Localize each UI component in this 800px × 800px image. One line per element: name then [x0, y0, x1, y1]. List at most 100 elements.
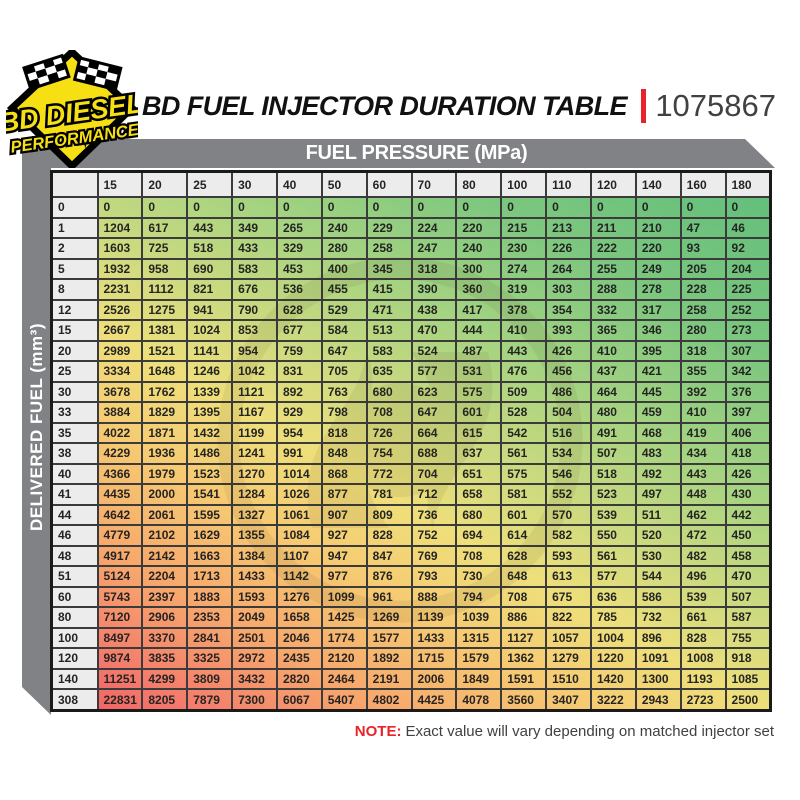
table-row: 40 4366 1979 1523 1270 1014 868 772 704 651 575 546…: [50, 462, 772, 485]
table-cell: 1024: [186, 319, 234, 342]
table-cell: 415: [365, 278, 413, 301]
table-cell: 570: [545, 503, 592, 526]
table-cell: 46: [724, 216, 772, 239]
table-cell: 828: [679, 626, 727, 649]
column-header: 110: [545, 170, 592, 198]
table-cell: 0: [320, 196, 368, 219]
table-cell: 443: [500, 339, 548, 362]
table-cell: 5743: [96, 585, 144, 608]
table-cell: 3432: [231, 667, 278, 690]
table-cell: 2943: [634, 688, 682, 712]
table-cell: 907: [320, 503, 368, 526]
table-cell: 581: [500, 483, 548, 506]
table-cell: 6067: [275, 688, 323, 712]
footnote-text: Exact value will vary depending on match…: [405, 723, 774, 740]
table-row: 60 5743 2397 1883 1593 1276 1099 961 888 794 708 67…: [50, 585, 772, 608]
table-cell: 705: [320, 360, 368, 383]
table-cell: 528: [500, 401, 548, 424]
part-number: 1075867: [655, 88, 776, 123]
table-cell: 1057: [545, 626, 592, 649]
table-cell: 390: [410, 278, 458, 301]
table-cell: 637: [455, 442, 503, 465]
table-cell: 392: [679, 380, 727, 403]
table-cell: 1275: [141, 298, 189, 321]
table-cell: 0: [634, 196, 682, 219]
table-cell: 947: [320, 544, 368, 567]
row-header: 38: [50, 442, 99, 465]
table-cell: 2049: [231, 606, 278, 629]
table-cell: 4435: [96, 483, 144, 506]
table-cell: 877: [320, 483, 368, 506]
table-cell: 3809: [186, 667, 234, 690]
table-cell: 1241: [231, 442, 278, 465]
table-cell: 730: [455, 565, 503, 588]
row-header: 5: [50, 257, 99, 280]
table-cell: 1432: [186, 421, 234, 444]
table-row: 140 11251 4299 3809 3432 2820 2464 2191 2006 1849…: [50, 667, 772, 690]
table-cell: 329: [275, 237, 323, 260]
table-cell: 1849: [455, 667, 503, 690]
table-cell: 546: [545, 462, 592, 485]
table-cell: 210: [634, 216, 682, 239]
table-cell: 4917: [96, 544, 144, 567]
table-cell: 4425: [410, 688, 458, 712]
table-cell: 470: [724, 565, 772, 588]
row-header: 48: [50, 544, 99, 567]
table-cell: 230: [500, 237, 548, 260]
table-cell: 575: [455, 380, 503, 403]
table-cell: 675: [545, 585, 592, 608]
table-cell: 421: [634, 360, 682, 383]
table-cell: 204: [724, 257, 772, 280]
table-cell: 2142: [141, 544, 189, 567]
table-cell: 442: [724, 503, 772, 526]
pressure-axis-banner: FUEL PRESSURE (MPa): [22, 139, 775, 168]
table-cell: 504: [545, 401, 592, 424]
table-cell: 513: [365, 319, 413, 342]
table-cell: 1715: [410, 647, 458, 670]
table-cell: 601: [500, 503, 548, 526]
table-cell: 2500: [724, 688, 772, 712]
title-divider: [641, 89, 647, 123]
table-cell: 9874: [96, 647, 144, 670]
table-cell: 754: [365, 442, 413, 465]
table-row: 41 4435 2000 1541 1284 1026 877 781 712 658 581 552…: [50, 483, 772, 506]
table-cell: 821: [186, 278, 234, 301]
table-cell: 1603: [96, 237, 144, 260]
table-cell: 265: [275, 216, 323, 239]
table-cell: 636: [589, 585, 637, 608]
table-cell: 958: [141, 257, 189, 280]
table-cell: 793: [410, 565, 458, 588]
table-cell: 755: [724, 626, 772, 649]
table-cell: 349: [231, 216, 278, 239]
table-cell: 1004: [589, 626, 637, 649]
table-cell: 539: [589, 503, 637, 526]
fuel-axis-label: DELIVERED FUEL (mm³): [26, 322, 46, 532]
table-cell: 1139: [410, 606, 458, 629]
table-cell: 5407: [320, 688, 368, 712]
table-cell: 2102: [141, 524, 189, 547]
table-cell: 1300: [634, 667, 682, 690]
table-cell: 0: [410, 196, 458, 219]
table-cell: 3222: [589, 688, 637, 712]
table-cell: 524: [410, 339, 458, 362]
table-cell: 1433: [410, 626, 458, 649]
table-cell: 1112: [141, 278, 189, 301]
table-cell: 575: [500, 462, 548, 485]
table-cell: 516: [545, 421, 592, 444]
table-cell: 437: [589, 360, 637, 383]
table-row: 44 4642 2061 1595 1327 1061 907 809 736 680 601 570…: [50, 503, 772, 526]
table-cell: 1892: [365, 647, 413, 670]
row-header: 8: [50, 278, 99, 301]
table-cell: 1774: [320, 626, 368, 649]
table-cell: 991: [275, 442, 323, 465]
table-row: 46 4779 2102 1629 1355 1084 927 828 752 694 614 582…: [50, 524, 772, 547]
table-cell: 1269: [365, 606, 413, 629]
table-cell: 1091: [634, 647, 682, 670]
table-cell: 228: [679, 278, 727, 301]
table-cell: 224: [410, 216, 458, 239]
table-cell: 1883: [186, 585, 234, 608]
row-header: 44: [50, 503, 99, 526]
table-row: 1 1204 617 443 349 265 240 229 224 220 215 213 211 21…: [50, 216, 772, 239]
table-cell: 1577: [365, 626, 413, 649]
